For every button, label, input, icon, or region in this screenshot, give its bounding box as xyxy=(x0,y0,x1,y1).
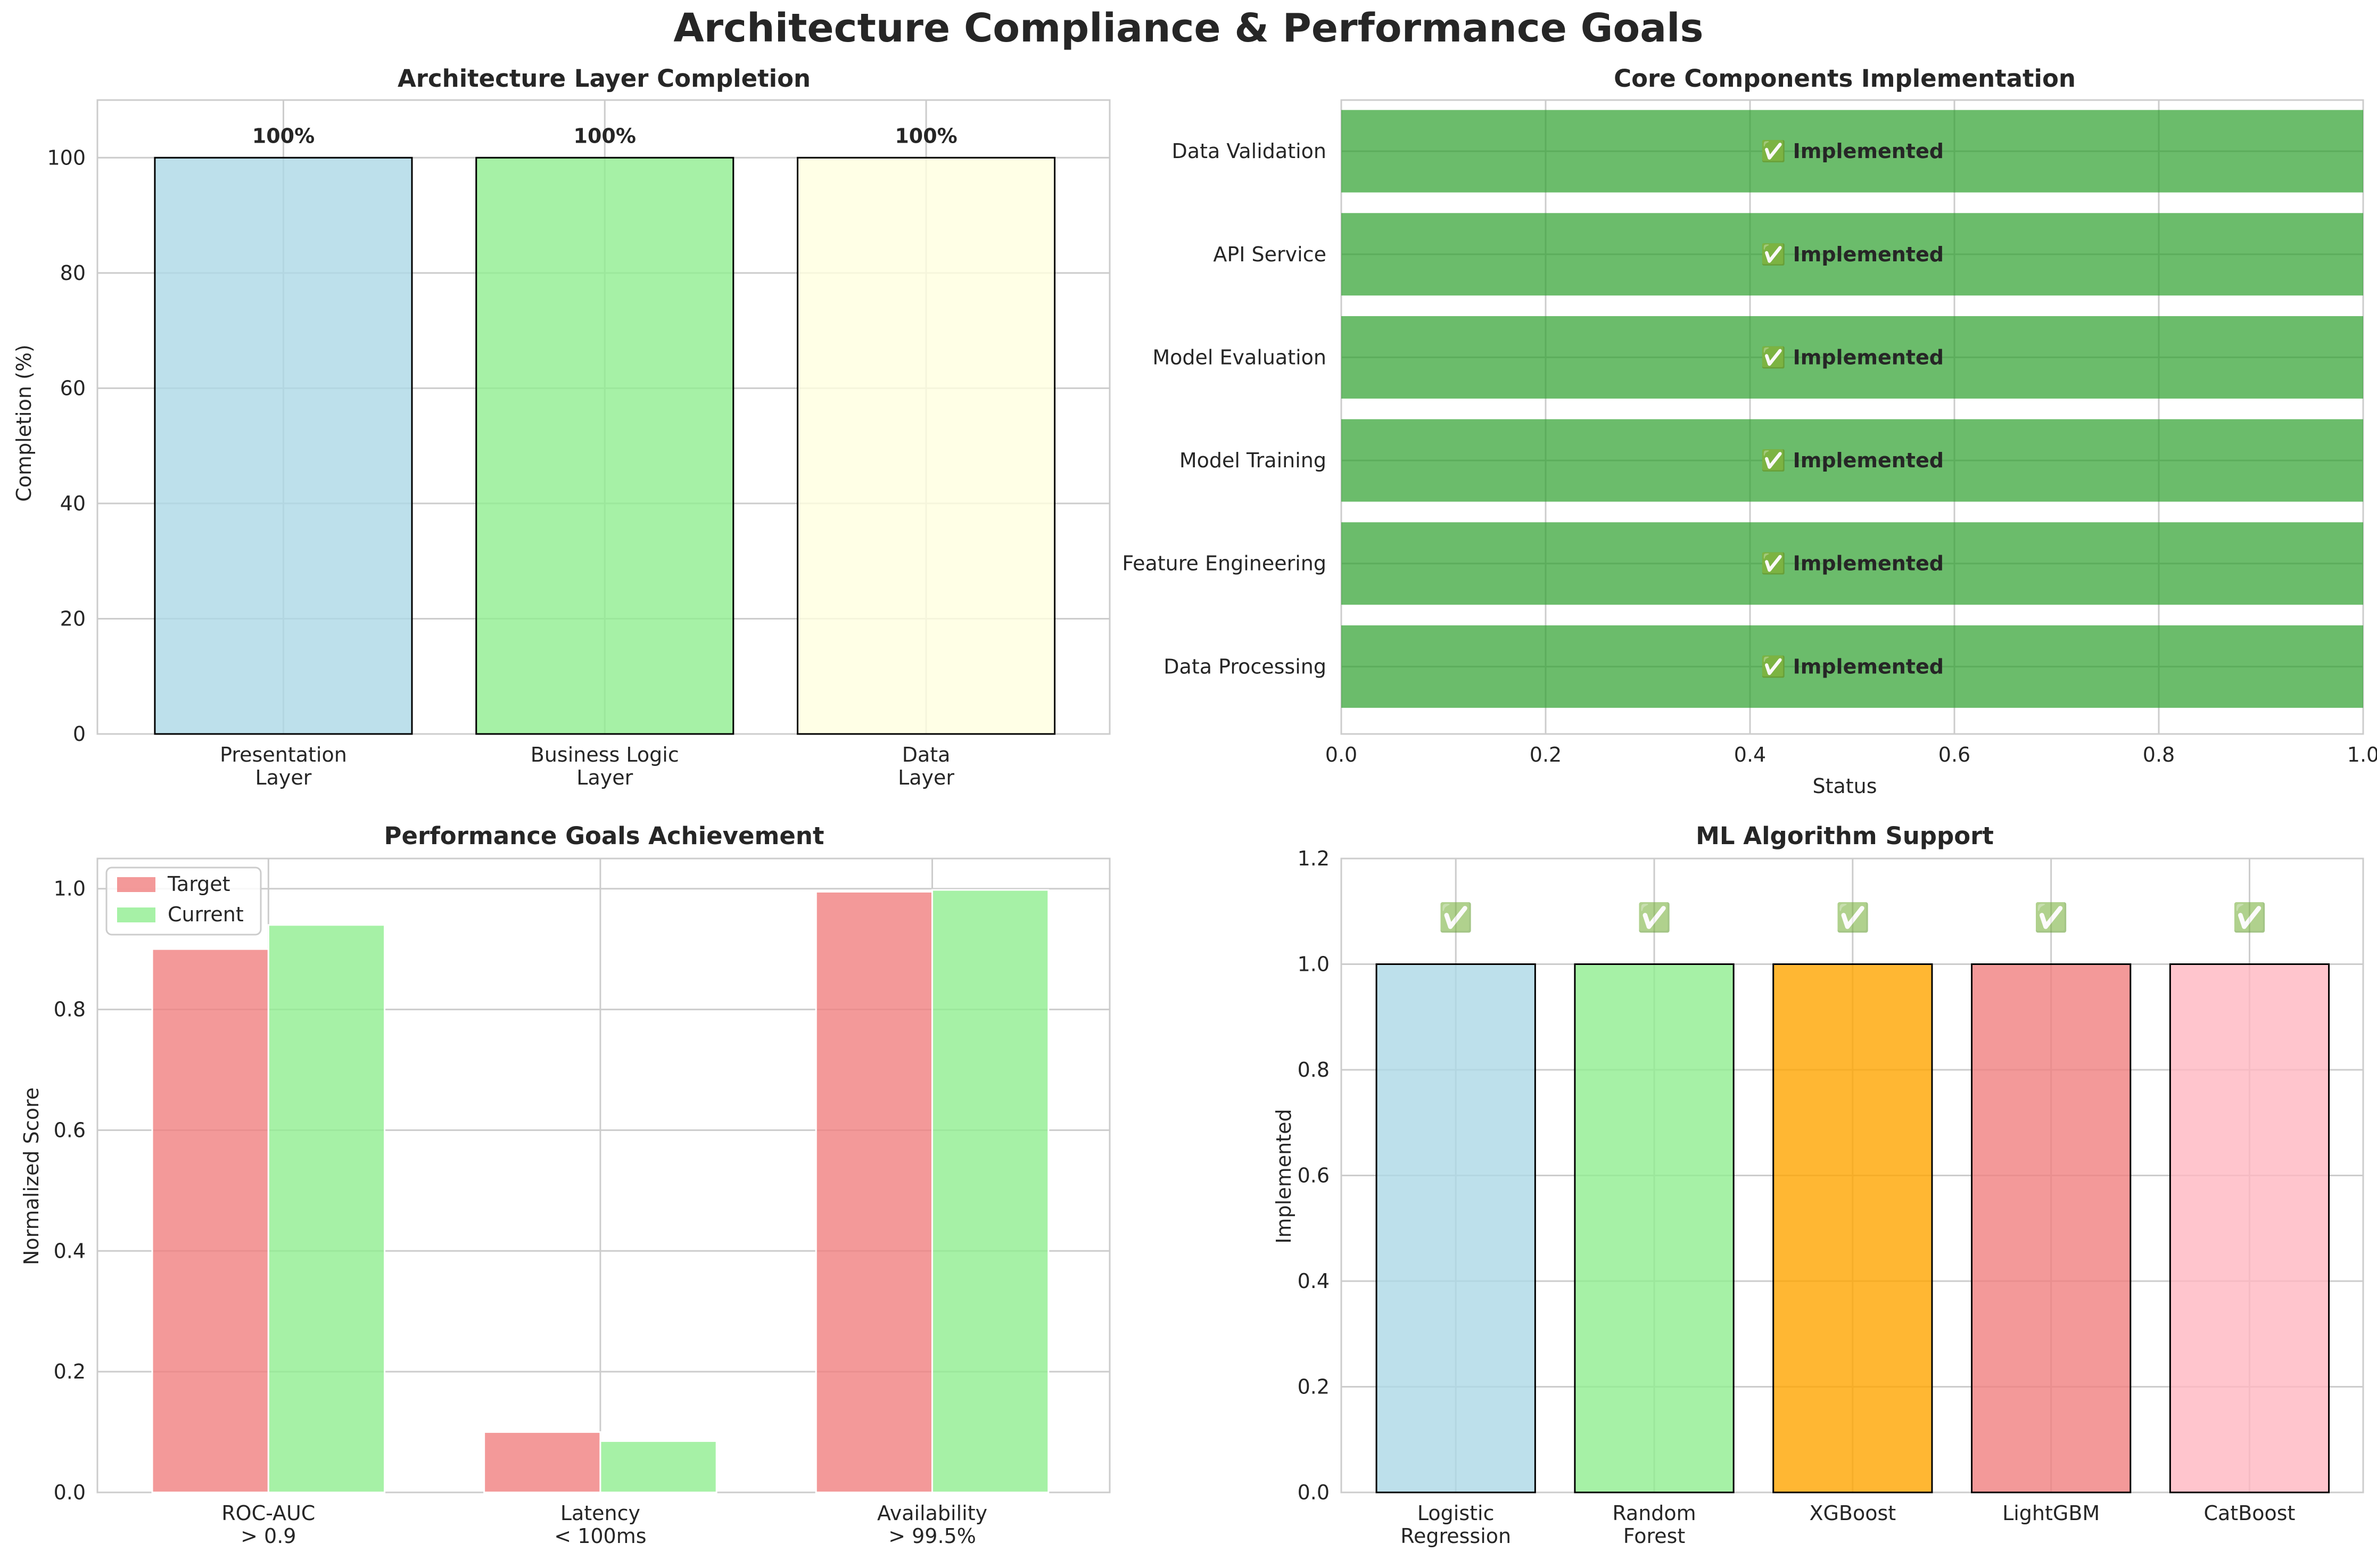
y-tick-label: 20 xyxy=(60,607,86,630)
plot-frame xyxy=(1340,99,2364,735)
bar-status-label: ✅ Implemented xyxy=(1761,655,1944,678)
bar-current xyxy=(267,924,386,1493)
y-tick-label: 0 xyxy=(73,722,86,746)
bar xyxy=(154,156,413,735)
bar xyxy=(1341,110,2363,193)
legend-label: Target xyxy=(167,872,230,896)
x-tick-label: 0.6 xyxy=(1938,743,1970,766)
y-tick-label: 0.4 xyxy=(54,1239,86,1262)
bar-current xyxy=(931,889,1050,1493)
x-tick-label: Business Logic Layer xyxy=(531,743,679,789)
x-tick-label: ROC-AUC > 0.9 xyxy=(221,1501,315,1548)
legend-swatch xyxy=(117,907,155,922)
y-tick-label: 1.2 xyxy=(1298,847,1330,870)
bar xyxy=(1971,963,2132,1493)
x-tick-label: Availability > 99.5% xyxy=(877,1501,987,1548)
y-axis-label: Normalized Score xyxy=(20,1087,43,1265)
y-tick-label: 0.6 xyxy=(1298,1164,1330,1187)
y-tick-label: 1.0 xyxy=(1298,953,1330,976)
legend-label: Current xyxy=(168,903,244,926)
bar-value-label: 100% xyxy=(252,124,315,147)
bar xyxy=(1341,316,2363,399)
bar xyxy=(1772,963,1933,1493)
y-tick-label: 1.0 xyxy=(54,877,86,901)
y-tick-label: 0.8 xyxy=(54,998,86,1021)
bar-status-label: ✅ Implemented xyxy=(1761,139,1944,163)
check-mark-label: ✅ xyxy=(2034,902,2068,934)
legend: Target Current xyxy=(105,866,262,936)
bar xyxy=(1341,522,2363,605)
bar-status-label: ✅ Implemented xyxy=(1761,345,1944,369)
y-tick-label: 0.6 xyxy=(54,1118,86,1142)
bar-status-label: ✅ Implemented xyxy=(1761,552,1944,575)
bar-target xyxy=(151,948,269,1493)
x-tick-label: Latency < 100ms xyxy=(554,1501,646,1548)
x-tick-label: LightGBM xyxy=(2002,1501,2100,1525)
bar-value-label: 100% xyxy=(574,124,636,147)
legend-swatch xyxy=(117,877,155,892)
y-tick-label: Feature Engineering xyxy=(1122,552,1326,575)
x-tick-label: Data Layer xyxy=(898,743,954,789)
x-tick-label: 0.2 xyxy=(1530,743,1562,766)
bar xyxy=(1341,213,2363,296)
bar xyxy=(1574,963,1735,1493)
x-axis-label: Status xyxy=(1812,774,1877,798)
y-tick-label: 0.2 xyxy=(54,1360,86,1383)
bar-status-label: ✅ Implemented xyxy=(1761,243,1944,266)
y-tick-label: 40 xyxy=(60,492,86,515)
y-tick-label: API Service xyxy=(1213,243,1326,266)
bar-status-label: ✅ Implemented xyxy=(1761,449,1944,472)
x-tick-label: CatBoost xyxy=(2203,1501,2295,1525)
panel-title: Core Components Implementation xyxy=(1614,64,2076,93)
y-tick-label: 100 xyxy=(47,146,86,169)
y-axis-label: Completion (%) xyxy=(12,344,36,501)
x-tick-label: 0.8 xyxy=(2143,743,2175,766)
panel-title: ML Algorithm Support xyxy=(1696,822,1994,850)
x-tick-label: 0.4 xyxy=(1734,743,1766,766)
y-tick-label: Data Validation xyxy=(1172,139,1326,163)
y-tick-label: 0.4 xyxy=(1298,1269,1330,1293)
check-mark-label: ✅ xyxy=(1439,902,1473,934)
y-tick-label: 0.0 xyxy=(1298,1481,1330,1504)
y-tick-label: 0.2 xyxy=(1298,1375,1330,1399)
y-tick-label: 0.0 xyxy=(54,1481,86,1504)
bar xyxy=(797,156,1056,735)
x-tick-label: Random Forest xyxy=(1612,1501,1696,1548)
x-tick-label: Logistic Regression xyxy=(1400,1501,1511,1548)
y-tick-label: Data Processing xyxy=(1163,655,1326,678)
x-tick-label: 0.0 xyxy=(1325,743,1357,766)
x-tick-label: 1.0 xyxy=(2347,743,2377,766)
bar-target xyxy=(815,890,934,1493)
panel-architecture-layer-completion: Architecture Layer Completion Completion… xyxy=(12,64,1111,789)
x-tick-label: Presentation Layer xyxy=(220,743,347,789)
panel-core-components-implementation: Core Components Implementation Status 0.… xyxy=(1122,64,2377,798)
bar xyxy=(1341,419,2363,502)
panel-title: Performance Goals Achievement xyxy=(384,822,824,850)
panel-ml-algorithm-support: ML Algorithm Support Implemented 0.0 0.2 0… xyxy=(1272,822,2364,1548)
y-axis-label: Implemented xyxy=(1272,1109,1295,1243)
bar-value-label: 100% xyxy=(895,124,957,147)
bar xyxy=(475,156,734,735)
panel-title: Architecture Layer Completion xyxy=(398,64,811,93)
bar-target xyxy=(483,1431,601,1493)
bar xyxy=(2169,963,2330,1493)
bar-current xyxy=(599,1440,717,1493)
y-tick-label: Model Evaluation xyxy=(1152,345,1326,369)
bar xyxy=(1375,963,1536,1493)
figure-title: Architecture Compliance & Performance Go… xyxy=(673,5,1703,51)
y-tick-label: Model Training xyxy=(1179,449,1326,472)
check-mark-label: ✅ xyxy=(1835,902,1870,934)
y-tick-label: 0.8 xyxy=(1298,1058,1330,1082)
panel-performance-goals-achievement: Performance Goals Achievement Normalized… xyxy=(20,822,1111,1548)
check-mark-label: ✅ xyxy=(1637,902,1672,934)
y-tick-label: 80 xyxy=(60,261,86,285)
check-mark-label: ✅ xyxy=(2232,902,2267,934)
y-tick-label: 60 xyxy=(60,376,86,400)
x-tick-label: XGBoost xyxy=(1809,1501,1896,1525)
bar xyxy=(1341,625,2363,708)
